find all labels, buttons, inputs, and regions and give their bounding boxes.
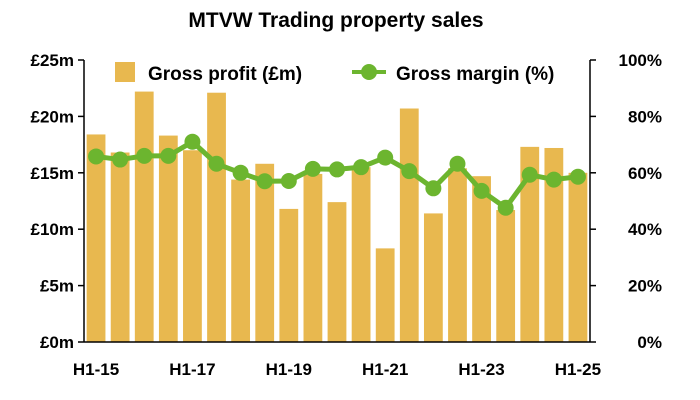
legend-label-gross-margin: Gross margin (%) <box>396 64 554 85</box>
bar-H1-18 <box>231 179 251 342</box>
legend-marker-gross-margin <box>361 64 377 80</box>
margin-point-H2-21 <box>401 163 418 180</box>
right-tick-label: 80% <box>628 107 662 126</box>
left-tick-label: £10m <box>31 220 74 239</box>
bar-H1-20 <box>327 202 347 342</box>
right-tick-label: 0% <box>637 333 662 352</box>
x-tick-label: H1-25 <box>555 360 601 379</box>
bar-H2-22 <box>448 168 467 342</box>
margin-point-H1-20 <box>329 161 345 178</box>
margin-point-H1-21 <box>377 149 394 166</box>
left-tick-label: £25m <box>31 51 74 70</box>
bars-group <box>86 91 588 343</box>
bar-H2-17 <box>207 92 226 343</box>
margin-point-H2-16 <box>160 147 177 164</box>
bar-H2-16 <box>158 135 178 342</box>
margin-point-H1-19 <box>280 172 297 189</box>
margin-point-H1-16 <box>136 147 153 164</box>
bar-H2-18 <box>255 163 275 342</box>
margin-point-H1-25 <box>569 168 586 185</box>
bar-H2-20 <box>351 167 371 342</box>
x-tick-label: H1-19 <box>266 360 312 379</box>
x-tick-label: H1-23 <box>458 360 504 379</box>
right-ticks: 0% 20% 40% 60% 80% 100% <box>590 51 662 352</box>
right-tick-label: 60% <box>628 164 662 183</box>
margin-point-H1-24 <box>521 166 538 183</box>
left-tick-label: £15m <box>31 164 74 183</box>
margin-point-H1-23 <box>473 182 490 199</box>
bar-H2-19 <box>303 173 323 342</box>
margin-point-H2-24 <box>545 171 562 188</box>
margin-point-H2-23 <box>497 199 514 216</box>
legend-swatch-gross-profit <box>115 62 135 82</box>
bar-H2-21 <box>399 108 419 342</box>
margin-line-group <box>88 133 586 216</box>
margin-point-H2-22 <box>449 155 466 172</box>
left-tick-label: £0m <box>40 333 74 352</box>
bar-H1-17 <box>183 150 202 342</box>
x-tick-label: H1-15 <box>73 360 119 379</box>
chart-title: MTVW Trading property sales <box>188 9 483 32</box>
bar-H1-15 <box>86 134 106 342</box>
legend-label-gross-profit: Gross profit (£m) <box>148 64 302 85</box>
bar-H2-24 <box>544 147 564 342</box>
margin-point-H1-22 <box>425 180 442 197</box>
left-tick-label: £5m <box>40 277 74 296</box>
margin-point-H2-15 <box>112 151 129 168</box>
margin-point-H1-17 <box>184 133 201 150</box>
margin-point-H2-19 <box>304 160 321 177</box>
bar-H1-22 <box>423 213 443 342</box>
left-tick-label: £20m <box>31 107 74 126</box>
left-ticks: £0m £5m £10m £15m £20m £25m <box>31 51 84 352</box>
x-tick-label: H1-17 <box>169 360 215 379</box>
bar-H2-23 <box>496 210 516 342</box>
x-ticks: H1-15 H1-17 H1-19 H1-21 H1-23 H1-25 <box>73 360 601 379</box>
bar-H2-15 <box>110 152 130 342</box>
margin-point-H1-15 <box>88 148 105 165</box>
right-tick-label: 20% <box>628 277 662 296</box>
x-tick-label: H1-21 <box>362 360 408 379</box>
bar-H1-19 <box>279 208 299 342</box>
bar-H1-16 <box>134 91 154 342</box>
margin-point-H2-20 <box>353 159 370 176</box>
margin-point-H1-18 <box>232 164 249 181</box>
right-tick-label: 100% <box>619 51 662 70</box>
right-tick-label: 40% <box>628 220 662 239</box>
bar-H1-25 <box>568 172 588 342</box>
bar-H1-21 <box>375 248 395 342</box>
legend: Gross profit (£m) Gross margin (%) <box>115 62 554 85</box>
margin-point-H2-18 <box>256 173 273 190</box>
margin-point-H2-17 <box>208 155 225 172</box>
bar-H1-23 <box>472 176 491 342</box>
bar-H1-24 <box>520 146 540 342</box>
